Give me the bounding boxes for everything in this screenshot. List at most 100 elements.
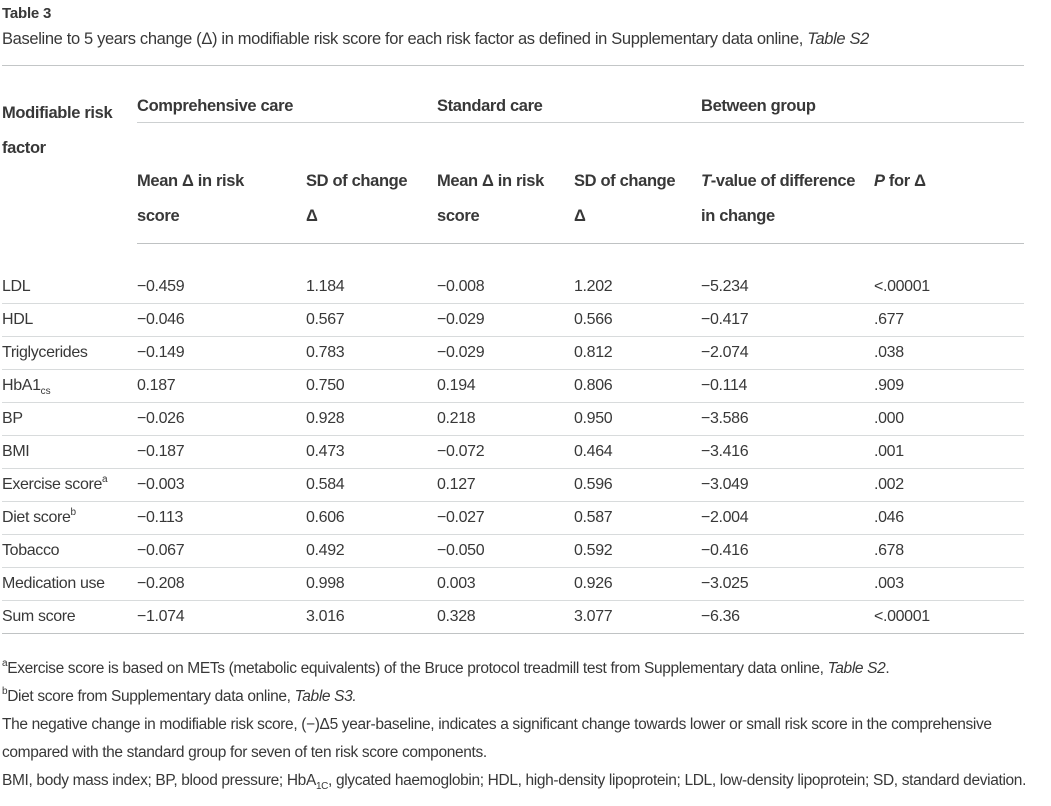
value-cell: −0.113	[137, 501, 306, 535]
table-number: Table 3	[2, 5, 52, 22]
value-cell: −0.046	[137, 303, 306, 337]
table-row: BP −0.026 0.928 0.218 0.950 −3.586 .000	[2, 402, 1024, 436]
row-label: HbA1cs	[2, 369, 137, 403]
subheader-text: -value of difference in change	[701, 172, 856, 225]
value-cell: 0.127	[437, 468, 574, 502]
subheader-p-for-delta: P for Δ	[874, 122, 1024, 244]
value-cell: −0.026	[137, 402, 306, 436]
subheader-text: Mean Δ in risk score	[137, 172, 244, 225]
table-body: LDL −0.459 1.184 −0.008 1.202 −5.234 <.0…	[2, 243, 1024, 634]
value-cell: −0.067	[137, 534, 306, 568]
value-cell: −0.029	[437, 336, 574, 370]
value-cell: 0.473	[306, 435, 437, 469]
subheader-sd-standard: SD of change Δ	[574, 122, 701, 244]
footnote-a: aExercise score is based on METs (metabo…	[2, 655, 1051, 683]
value-cell: −0.208	[137, 567, 306, 601]
value-cell: .003	[874, 567, 1024, 601]
value-cell: −0.072	[437, 435, 574, 469]
value-cell: <.00001	[874, 600, 1024, 634]
row-label: BP	[2, 402, 137, 436]
row-label: Exercise scorea	[2, 468, 137, 502]
value-cell: −0.027	[437, 501, 574, 535]
value-cell: −3.049	[701, 468, 874, 502]
value-cell: 1.202	[574, 243, 701, 304]
subheader-italic: P	[874, 172, 885, 190]
value-cell: −0.417	[701, 303, 874, 337]
footnote-note: The negative change in modifiable risk s…	[2, 716, 992, 761]
row-label: BMI	[2, 435, 137, 469]
subheader-sd-comprehensive: SD of change Δ	[306, 122, 437, 244]
row-label: HDL	[2, 303, 137, 337]
value-cell: 0.492	[306, 534, 437, 568]
value-cell: −2.004	[701, 501, 874, 535]
value-cell: −2.074	[701, 336, 874, 370]
value-cell: 3.016	[306, 600, 437, 634]
table-row: Sum score −1.074 3.016 0.328 3.077 −6.36…	[2, 600, 1024, 634]
value-cell: 0.806	[574, 369, 701, 403]
subheader-text: SD of change Δ	[306, 172, 408, 225]
risk-score-table: Modifiable risk factor Comprehensive car…	[2, 65, 1024, 634]
value-cell: −0.114	[701, 369, 874, 403]
row-label: Diet scoreb	[2, 501, 137, 535]
group-header-standard-care: Standard care	[437, 65, 701, 123]
value-cell: −0.149	[137, 336, 306, 370]
value-cell: .909	[874, 369, 1024, 403]
value-cell: .001	[874, 435, 1024, 469]
value-cell: 0.950	[574, 402, 701, 436]
table-row: LDL −0.459 1.184 −0.008 1.202 −5.234 <.0…	[2, 243, 1024, 304]
subheader-italic: T	[701, 172, 711, 190]
footnote-a-tail: .	[885, 660, 890, 677]
value-cell: 0.218	[437, 402, 574, 436]
abbrev-post: , glycated haemoglobin; HDL, high-densit…	[328, 772, 1027, 789]
value-cell: 0.592	[574, 534, 701, 568]
value-cell: 0.328	[437, 600, 574, 634]
value-cell: .677	[874, 303, 1024, 337]
table-row: HDL −0.046 0.567 −0.029 0.566 −0.417 .67…	[2, 303, 1024, 337]
value-cell: −0.459	[137, 243, 306, 304]
table-row: Triglycerides −0.149 0.783 −0.029 0.812 …	[2, 336, 1024, 370]
table-footnotes: aExercise score is based on METs (metabo…	[2, 655, 1051, 795]
value-cell: 0.566	[574, 303, 701, 337]
footnote-a-table-ref: Table S2	[827, 660, 886, 677]
value-cell: <.00001	[874, 243, 1024, 304]
value-cell: 0.464	[574, 435, 701, 469]
value-cell: .038	[874, 336, 1024, 370]
subheader-text: SD of change Δ	[574, 172, 676, 225]
table-row: Medication use −0.208 0.998 0.003 0.926 …	[2, 567, 1024, 601]
value-cell: 0.567	[306, 303, 437, 337]
value-cell: 0.187	[137, 369, 306, 403]
row-label: LDL	[2, 243, 137, 304]
footnote-b-text: Diet score from Supplementary data onlin…	[7, 688, 295, 705]
value-cell: 0.812	[574, 336, 701, 370]
abbrev-pre: BMI, body mass index; BP, blood pressure…	[2, 772, 316, 789]
table-header: Modifiable risk factor Comprehensive car…	[2, 65, 1024, 244]
value-cell: −5.234	[701, 243, 874, 304]
value-cell: −3.416	[701, 435, 874, 469]
value-cell: 0.003	[437, 567, 574, 601]
footnote-b-table-ref: Table S3.	[294, 688, 357, 705]
table-caption: Baseline to 5 years change (Δ) in modifi…	[2, 30, 1051, 49]
column-header-risk-factor: Modifiable risk factor	[2, 104, 113, 157]
value-cell: 0.928	[306, 402, 437, 436]
value-cell: −6.36	[701, 600, 874, 634]
value-cell: −0.008	[437, 243, 574, 304]
value-cell: 1.184	[306, 243, 437, 304]
value-cell: −3.025	[701, 567, 874, 601]
table-row: Tobacco −0.067 0.492 −0.050 0.592 −0.416…	[2, 534, 1024, 568]
row-label: Tobacco	[2, 534, 137, 568]
row-label: Triglycerides	[2, 336, 137, 370]
group-header-between-group: Between group	[701, 65, 1024, 123]
value-cell: −0.187	[137, 435, 306, 469]
value-cell: −0.416	[701, 534, 874, 568]
value-cell: −3.586	[701, 402, 874, 436]
value-cell: 0.998	[306, 567, 437, 601]
caption-text: Baseline to 5 years change (Δ) in modifi…	[2, 30, 808, 48]
value-cell: 0.926	[574, 567, 701, 601]
value-cell: −0.003	[137, 468, 306, 502]
caption-table-ref: Table S2	[807, 30, 869, 48]
value-cell: 0.606	[306, 501, 437, 535]
value-cell: 0.587	[574, 501, 701, 535]
value-cell: −0.050	[437, 534, 574, 568]
subheader-mean-delta-comprehensive: Mean Δ in risk score	[137, 122, 306, 244]
